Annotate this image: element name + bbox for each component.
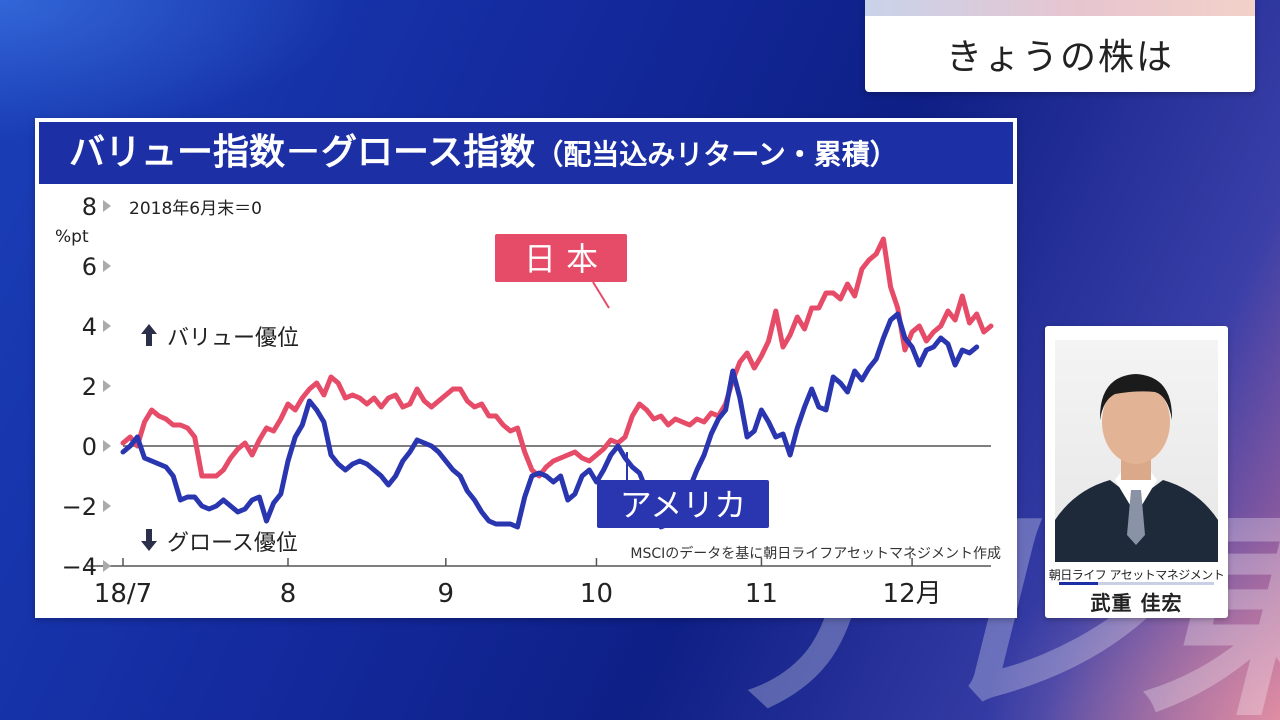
label-pointer [592,281,610,309]
growth-advantage-label: グロース優位 [167,531,298,556]
japan-series-label: 日 本 [524,240,598,278]
value-advantage-label: バリュー優位 [167,326,299,351]
commentator-company: 朝日ライフ アセットマネジメント [1048,568,1225,582]
x-tick-label: 12月 [883,579,942,609]
x-tick-label: 9 [438,579,455,609]
chart-subtitle: （配当込みリターン・累積） [535,138,898,171]
chart-title: バリュー指数－グロース指数 [69,132,536,173]
source-note: MSCIのデータを基に朝日ライフアセットマネジメント作成 [630,545,1001,562]
y-tick-label: 6 [82,253,97,281]
japan-label-box [495,234,627,282]
x-tick-label: 8 [280,579,297,609]
y-axis-label: %pt [55,227,89,247]
x-tick-label: 11 [745,579,778,609]
y-tick-arrow-icon [103,560,111,572]
baseline-note: 2018年6月末＝0 [129,199,262,219]
y-tick-arrow-icon [103,260,111,272]
series-line-japan [120,236,994,479]
usa-label-box [597,480,769,528]
y-tick-arrow-icon [103,380,111,392]
company-underline [1059,582,1214,585]
y-tick-arrow-icon [103,500,111,512]
corner-title: きょうの株は [945,37,1174,78]
chart-title-bar: バリュー指数－グロース指数（配当込みリターン・累積） [37,120,1015,186]
y-tick-label: −4 [62,553,97,581]
x-tick-label: 10 [580,579,613,609]
y-tick-label: −2 [62,493,97,521]
y-tick-arrow-icon [103,200,111,212]
y-tick-arrow-icon [103,440,111,452]
card-stripe [865,0,1255,16]
program-corner-card: きょうの株は [865,0,1255,92]
commentator-card: 朝日ライフ アセットマネジメント 武重 佳宏 [1045,326,1228,618]
usa-series-label: アメリカ [620,486,746,524]
arrow-up-icon [141,324,157,346]
x-tick-label: 18/7 [94,579,152,609]
commentator-name: 武重 佳宏 [1090,591,1183,615]
person-portrait-icon [1055,374,1218,562]
chart-panel: 8 6 4 2 0 −2 −4 %pt 2018年6月末＝0 18/7 8 9 10 11 12月 バリュー優… [35,118,1017,618]
commentator-photo [1055,340,1218,562]
series-line-usa [120,311,980,530]
y-tick-label: 2 [82,373,97,401]
y-tick-label: 0 [82,433,97,461]
line-chart: 8 6 4 2 0 −2 −4 %pt 2018年6月末＝0 18/7 8 9 10 11 12月 バリュー優… [55,193,1001,609]
y-tick-arrow-icon [103,320,111,332]
arrow-down-icon [141,529,157,551]
y-tick-label: 4 [82,313,97,341]
y-tick-label: 8 [82,193,97,221]
